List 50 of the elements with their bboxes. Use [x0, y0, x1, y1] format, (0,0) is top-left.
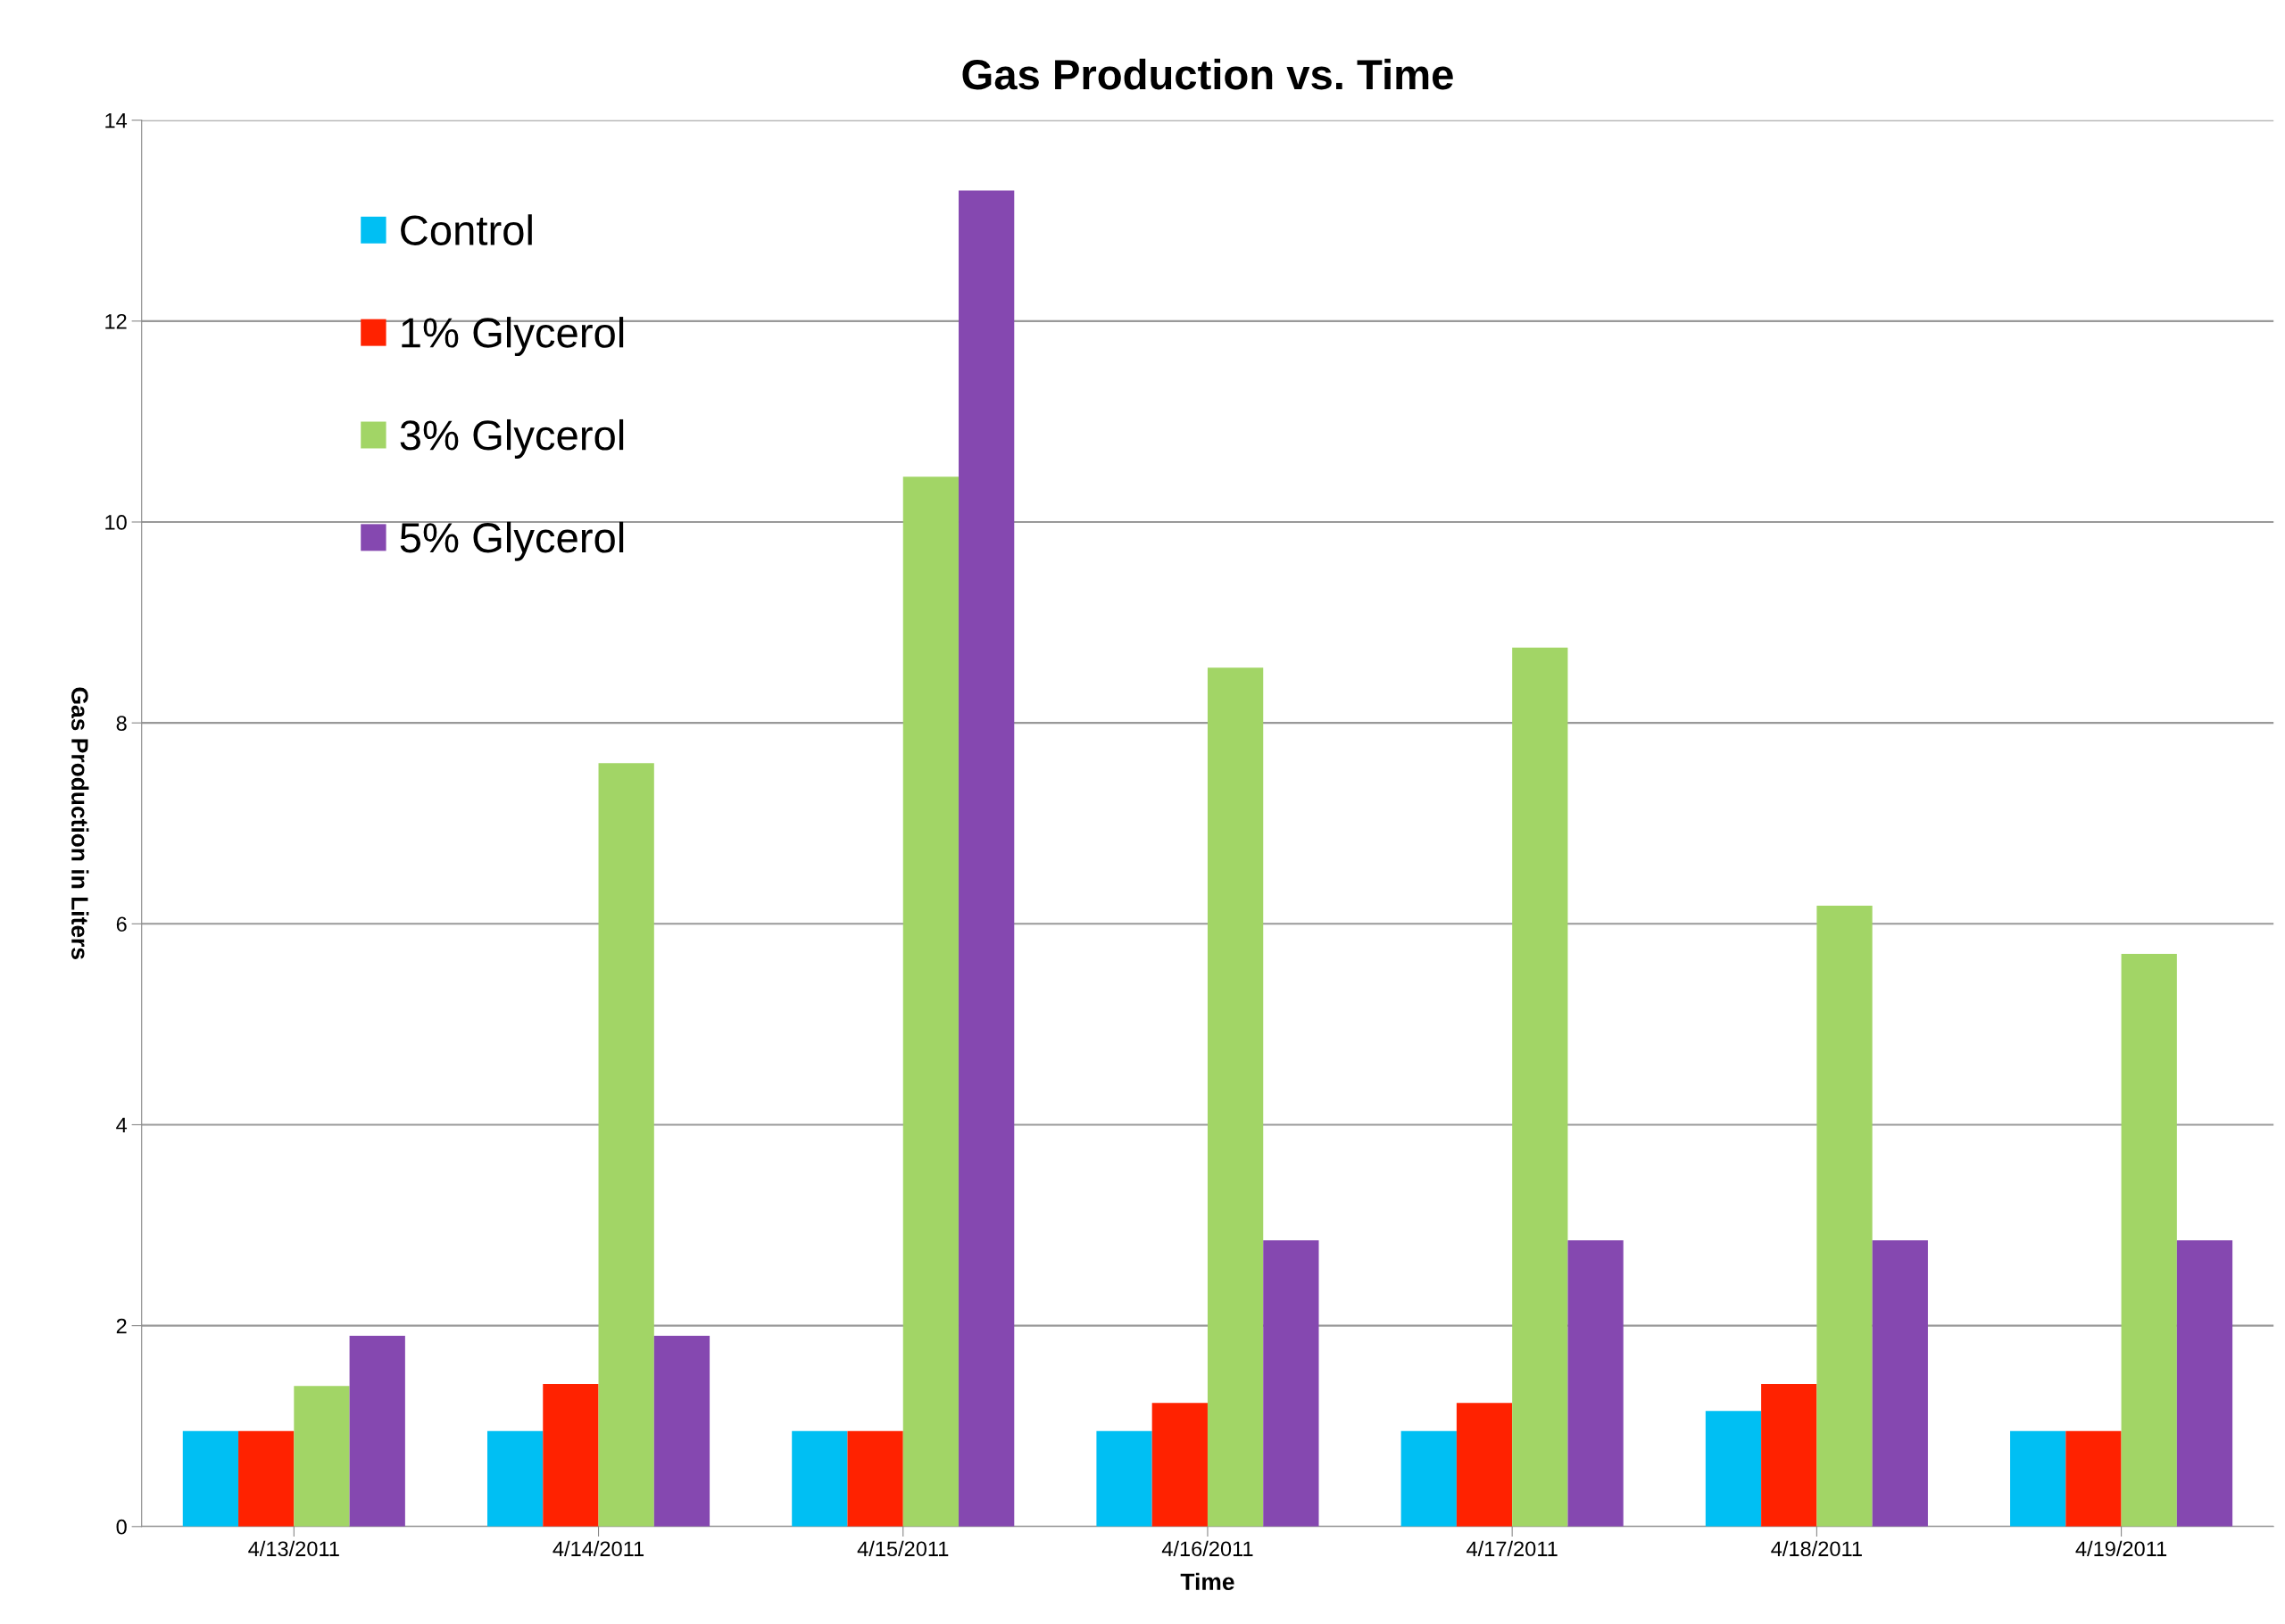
- bar: [543, 1383, 599, 1527]
- x-tick-label: 4/19/2011: [2075, 1540, 2167, 1557]
- y-tick-label: 2: [116, 1318, 127, 1334]
- bar: [1567, 1239, 1624, 1527]
- y-tick-label: 6: [116, 916, 127, 932]
- bar: [2065, 1430, 2122, 1527]
- bar: [959, 190, 1015, 1527]
- x-tick-label: 4/16/2011: [1161, 1540, 1253, 1557]
- y-tick-label: 8: [116, 716, 127, 731]
- bar: [1872, 1239, 1928, 1527]
- bar: [1096, 1430, 1152, 1527]
- bar: [349, 1335, 405, 1527]
- y-tick-label: 4: [116, 1117, 128, 1133]
- y-tick-label: 0: [116, 1519, 127, 1535]
- bar: [1512, 647, 1568, 1527]
- y-tick-label: 12: [105, 313, 127, 329]
- bar: [1456, 1403, 1513, 1527]
- bar: [1151, 1403, 1208, 1527]
- bar: [487, 1430, 544, 1527]
- chart-title: Gas Production vs. Time: [962, 58, 1453, 90]
- x-tick-label: 4/18/2011: [1771, 1540, 1862, 1557]
- bar: [792, 1430, 848, 1527]
- x-axis-title: Time: [1180, 1572, 1234, 1591]
- bar: [598, 763, 654, 1527]
- legend-label: 3% Glycerol: [400, 418, 624, 459]
- legend-label: 1% Glycerol: [402, 317, 624, 357]
- x-tick-label: 4/14/2011: [553, 1540, 644, 1557]
- y-tick-label: 10: [105, 515, 127, 530]
- bar: [1207, 667, 1264, 1527]
- bar: [294, 1386, 350, 1527]
- bar: [2121, 954, 2177, 1527]
- bar: [2176, 1239, 2233, 1527]
- bar: [182, 1430, 239, 1527]
- bar: [2010, 1430, 2066, 1527]
- bar: [847, 1430, 903, 1527]
- bar: [902, 476, 960, 1527]
- bar: [238, 1430, 295, 1527]
- bar: [1816, 906, 1873, 1527]
- x-tick-label: 4/17/2011: [1467, 1540, 1558, 1557]
- legend-label: 5% Glycerol: [400, 521, 624, 561]
- y-axis-title: Gas Production in Liters: [71, 687, 89, 959]
- bar: [1705, 1411, 1762, 1527]
- bar: [1263, 1239, 1319, 1527]
- bar: [1761, 1383, 1817, 1527]
- y-tick-label: 14: [105, 112, 128, 128]
- legend-label: Control: [401, 214, 532, 245]
- bar: [1400, 1430, 1457, 1527]
- bar: [653, 1335, 710, 1527]
- x-tick-label: 4/13/2011: [248, 1540, 339, 1557]
- x-tick-label: 4/15/2011: [857, 1540, 949, 1557]
